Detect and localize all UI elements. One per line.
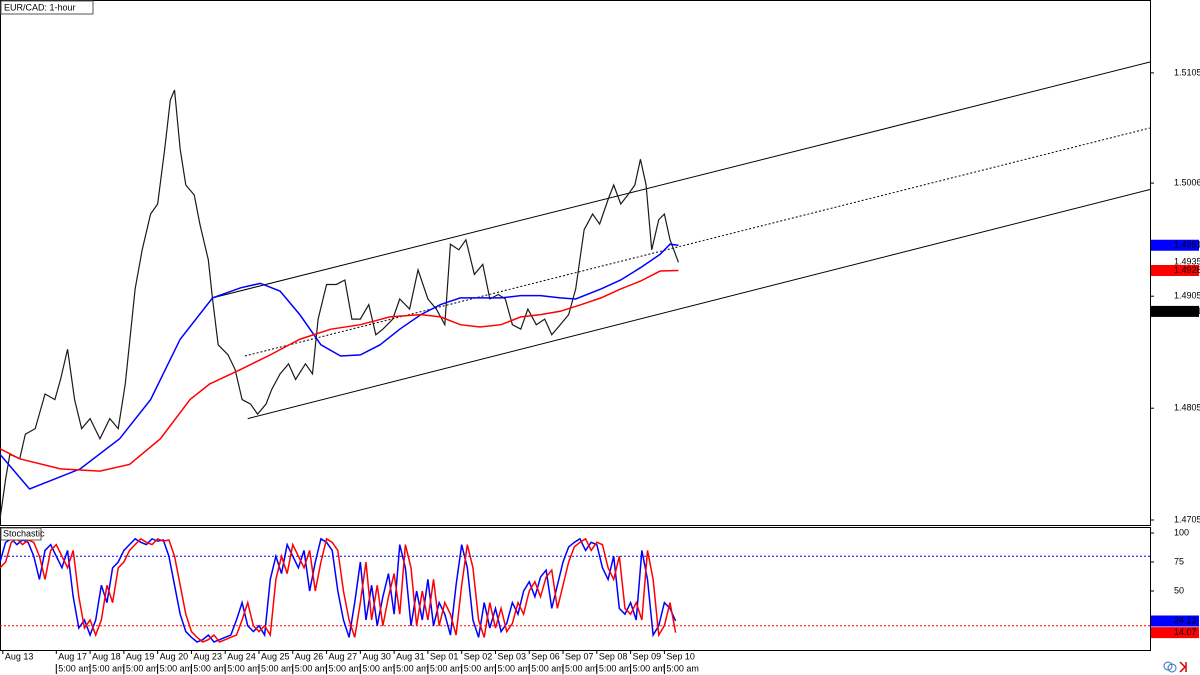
y-tick-label: 100 (1174, 527, 1189, 537)
y-tick-label: 50 (1174, 585, 1184, 595)
channel-line (247, 188, 1151, 420)
price-marker (1151, 264, 1199, 276)
x-tick-label: Sep 10 (666, 651, 695, 661)
stoch-title-box (0, 527, 42, 541)
x-tick-label: Aug 30 (362, 651, 391, 661)
x-tick-time: 5:00 am (599, 663, 632, 673)
x-tick-label: Aug 23 (193, 651, 222, 661)
price-marker-label: 24.12 (1174, 615, 1197, 625)
x-tick-time: 5:00 am (227, 663, 260, 673)
price-marker (1151, 305, 1199, 317)
series-line (0, 89, 680, 520)
x-tick-time: 5:00 am (362, 663, 395, 673)
icon[interactable] (1167, 663, 1177, 673)
channel-line (244, 127, 1151, 357)
x-tick-label: Aug 13 (5, 651, 34, 661)
x-tick-label: Sep 08 (599, 651, 628, 661)
x-tick-time: 5:00 am (633, 663, 666, 673)
price-marker-label: 1.49358 (1174, 257, 1200, 267)
x-tick-label: Aug 17 (58, 651, 87, 661)
chart-title: EUR/CAD: 1-hour (4, 2, 76, 12)
price-marker (1151, 239, 1199, 251)
y-tick-label: 1.49055 (1174, 291, 1200, 301)
x-tick-time: 5:00 am (531, 663, 564, 673)
x-tick-time: 5:00 am (396, 663, 429, 673)
y-tick-label: 1.47053 (1174, 514, 1200, 524)
icon[interactable] (1179, 661, 1187, 673)
x-tick-time: 5:00 am (666, 663, 699, 673)
y-tick-label: 1.48053 (1174, 403, 1200, 413)
channel-line (212, 61, 1151, 299)
x-tick-label: Sep 01 (430, 651, 459, 661)
x-tick-label: Sep 07 (565, 651, 594, 661)
price-marker (1151, 615, 1199, 627)
price-marker (1151, 256, 1199, 268)
x-tick-label: Aug 20 (160, 651, 189, 661)
y-tick-label: 75 (1174, 556, 1184, 566)
price-marker-label: 1.48919 (1174, 306, 1200, 316)
x-tick-label: Sep 03 (497, 651, 526, 661)
price-marker (1151, 627, 1199, 639)
x-tick-label: Aug 26 (295, 651, 324, 661)
stoch-frame (0, 527, 1151, 651)
x-tick-time: 5:00 am (430, 663, 463, 673)
title-box (0, 0, 94, 15)
y-tick-label: 1.50067 (1174, 177, 1200, 187)
price-marker-label: 14.07 (1174, 627, 1197, 637)
series-line (0, 243, 679, 490)
x-tick-label: Aug 25 (261, 651, 290, 661)
price-frame (0, 0, 1151, 526)
x-tick-label: Sep 09 (633, 651, 662, 661)
x-tick-label: Sep 06 (531, 651, 560, 661)
x-tick-time: 5:00 am (497, 663, 530, 673)
series-line (0, 537, 677, 643)
x-tick-label: Aug 27 (329, 651, 358, 661)
x-tick-label: Aug 31 (396, 651, 425, 661)
price-marker-label: 1.49285 (1174, 265, 1200, 275)
x-tick-time: 5:00 am (464, 663, 497, 673)
y-tick-label: 1.51053 (1174, 67, 1200, 77)
series-line (0, 269, 679, 472)
x-tick-label: Aug 19 (126, 651, 155, 661)
x-tick-label: Aug 18 (92, 651, 121, 661)
x-tick-time: 5:00 am (126, 663, 159, 673)
x-tick-time: 5:00 am (160, 663, 193, 673)
x-tick-time: 5:00 am (565, 663, 598, 673)
x-tick-time: 5:00 am (329, 663, 362, 673)
x-tick-time: 5:00 am (193, 663, 226, 673)
x-tick-time: 5:00 am (295, 663, 328, 673)
x-tick-label: Aug 24 (227, 651, 256, 661)
x-tick-time: 5:00 am (261, 663, 294, 673)
x-tick-time: 5:00 am (92, 663, 125, 673)
plots: 1.51053 1.50067 1.49055 1.48053 1.47053 1.495… (0, 61, 1200, 674)
x-tick-time: 5:00 am (58, 663, 91, 673)
stoch-title: Stochastic (3, 528, 45, 538)
x-tick-label: Sep 02 (464, 651, 493, 661)
series-line (0, 537, 677, 643)
toolbar-icons[interactable] (1163, 661, 1187, 673)
